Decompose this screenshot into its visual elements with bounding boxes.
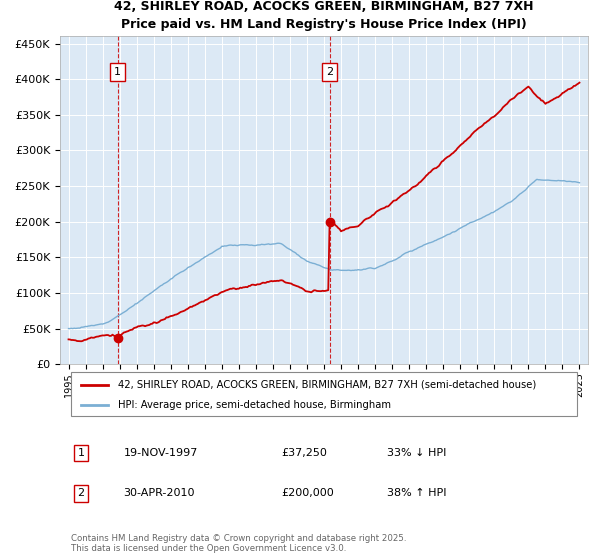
Text: 2: 2 bbox=[326, 67, 333, 77]
Text: Contains HM Land Registry data © Crown copyright and database right 2025.
This d: Contains HM Land Registry data © Crown c… bbox=[71, 534, 406, 553]
Text: HPI: Average price, semi-detached house, Birmingham: HPI: Average price, semi-detached house,… bbox=[118, 400, 391, 410]
Text: £200,000: £200,000 bbox=[282, 488, 335, 498]
Text: 2: 2 bbox=[77, 488, 85, 498]
Text: 38% ↑ HPI: 38% ↑ HPI bbox=[388, 488, 447, 498]
Text: 1: 1 bbox=[77, 448, 85, 458]
Text: 1: 1 bbox=[114, 67, 121, 77]
FancyBboxPatch shape bbox=[71, 372, 577, 416]
Text: 33% ↓ HPI: 33% ↓ HPI bbox=[388, 448, 447, 458]
Text: 30-APR-2010: 30-APR-2010 bbox=[124, 488, 195, 498]
Text: 19-NOV-1997: 19-NOV-1997 bbox=[124, 448, 198, 458]
Text: 42, SHIRLEY ROAD, ACOCKS GREEN, BIRMINGHAM, B27 7XH (semi-detached house): 42, SHIRLEY ROAD, ACOCKS GREEN, BIRMINGH… bbox=[118, 380, 536, 390]
Text: £37,250: £37,250 bbox=[282, 448, 328, 458]
Title: 42, SHIRLEY ROAD, ACOCKS GREEN, BIRMINGHAM, B27 7XH
Price paid vs. HM Land Regis: 42, SHIRLEY ROAD, ACOCKS GREEN, BIRMINGH… bbox=[114, 0, 534, 31]
